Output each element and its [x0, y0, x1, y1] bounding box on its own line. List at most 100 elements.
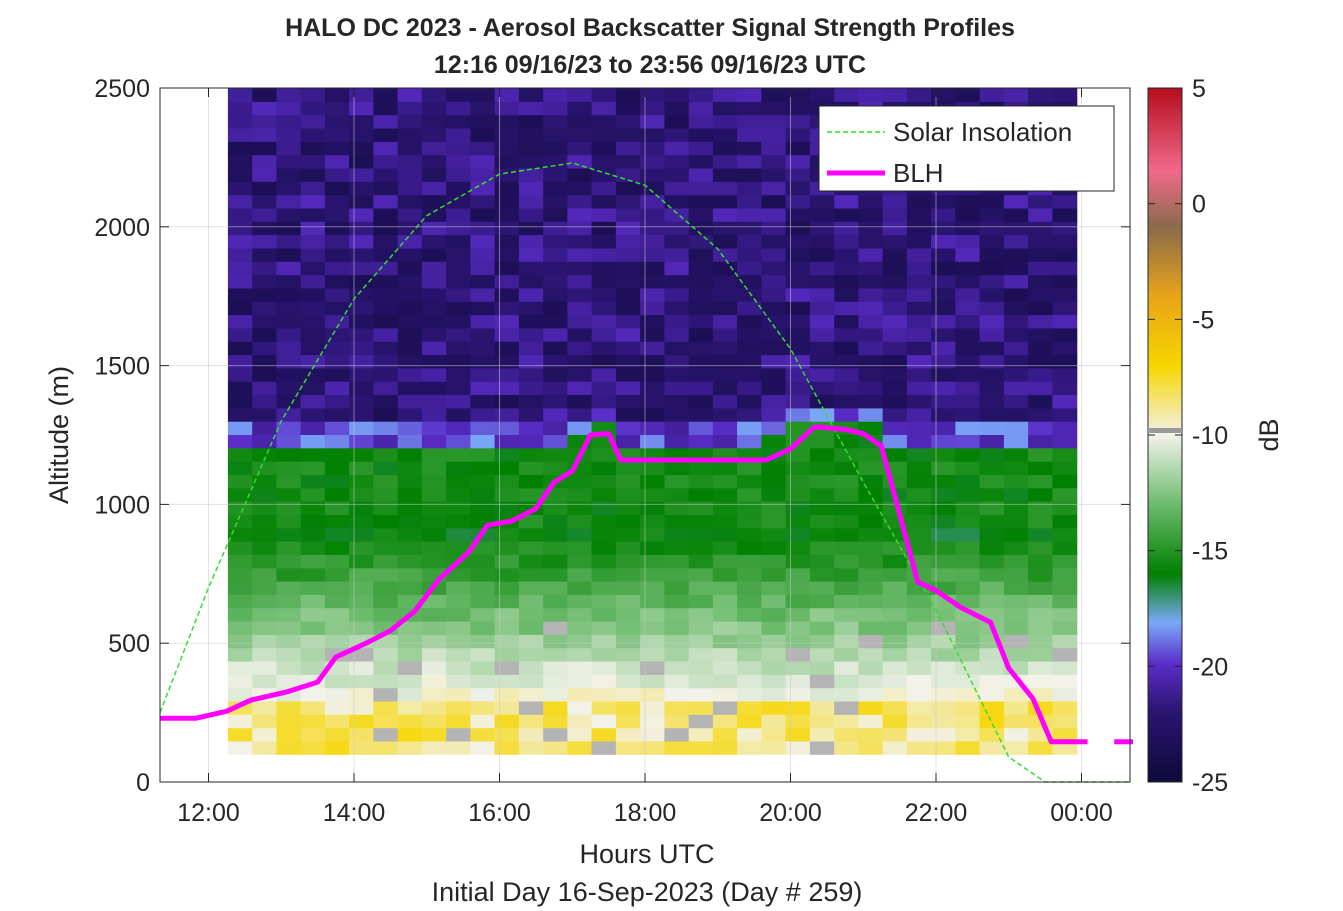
heatmap-cell: [227, 607, 253, 622]
heatmap-cell: [276, 114, 302, 129]
heatmap-cell: [688, 687, 714, 702]
heatmap-cell: [397, 740, 423, 755]
heatmap-cell: [470, 421, 496, 435]
heatmap-cell: [858, 541, 884, 555]
heatmap-cell: [349, 101, 374, 116]
heatmap-cell: [615, 154, 641, 169]
heatmap-cell: [737, 474, 762, 489]
heatmap-cell: [470, 621, 496, 635]
y-tick-label: 2500: [94, 75, 150, 103]
heatmap-cell: [834, 607, 859, 622]
x-tick-label: 18:00: [614, 799, 677, 827]
heatmap-cell: [591, 714, 617, 729]
heatmap-cell: [446, 434, 471, 449]
heatmap-cell: [664, 314, 690, 329]
heatmap-cell: [1052, 487, 1078, 502]
heatmap-cell: [785, 727, 811, 742]
heatmap-cell: [276, 101, 302, 116]
heatmap-cell: [543, 434, 568, 449]
heatmap-cell: [906, 207, 932, 222]
heatmap-cell: [470, 647, 496, 662]
heatmap-cell: [446, 141, 471, 156]
heatmap-cell: [737, 514, 762, 529]
heatmap-cell: [1052, 700, 1078, 715]
heatmap-cell: [252, 514, 277, 529]
heatmap-cell: [300, 607, 326, 622]
heatmap-cell: [446, 407, 471, 422]
heatmap-cell: [494, 114, 520, 129]
heatmap-cell: [664, 621, 690, 635]
heatmap-cell: [591, 621, 617, 635]
heatmap-cell: [1052, 634, 1078, 649]
heatmap-cell: [979, 461, 1005, 475]
heatmap-cell: [421, 661, 447, 675]
heatmap-cell: [252, 740, 277, 755]
colorbar-gray-band: [1148, 428, 1182, 433]
heatmap-cell: [373, 314, 399, 329]
heatmap-cell: [640, 314, 665, 329]
heatmap-cell: [397, 687, 423, 702]
heatmap-cell: [276, 128, 302, 142]
heatmap-cell: [712, 501, 738, 515]
heatmap-cell: [1003, 700, 1029, 715]
heatmap-cell: [518, 634, 544, 649]
heatmap-cell: [834, 727, 859, 742]
heatmap-cell: [664, 594, 690, 609]
heatmap-cell: [688, 327, 714, 342]
heatmap-cell: [858, 394, 884, 409]
heatmap-cell: [591, 501, 617, 515]
heatmap-cell: [324, 327, 350, 342]
heatmap-cell: [712, 101, 738, 116]
heatmap-cell: [397, 661, 423, 675]
heatmap-cell: [518, 714, 544, 729]
heatmap-cell: [955, 714, 981, 729]
heatmap-cell: [737, 674, 762, 689]
heatmap-cell: [446, 181, 471, 196]
heatmap-cell: [931, 700, 956, 715]
heatmap-cell: [979, 541, 1005, 555]
heatmap-cell: [543, 287, 568, 302]
heatmap-cell: [446, 541, 471, 555]
heatmap-cell: [276, 421, 302, 435]
heatmap-cell: [737, 621, 762, 635]
heatmap-cell: [712, 327, 738, 342]
heatmap-cell: [882, 421, 908, 435]
heatmap-cell: [955, 594, 981, 609]
heatmap-cell: [882, 647, 908, 662]
heatmap-cell: [955, 407, 981, 422]
heatmap-cell: [421, 447, 447, 462]
heatmap-cell: [276, 367, 302, 382]
colorbar-tick-label: -25: [1192, 769, 1228, 797]
heatmap-cell: [1003, 727, 1029, 742]
heatmap-cell: [397, 167, 423, 182]
heatmap-cell: [640, 221, 665, 236]
heatmap-cell: [494, 341, 520, 356]
heatmap-cell: [737, 487, 762, 502]
heatmap-cell: [664, 674, 690, 689]
heatmap-cell: [421, 647, 447, 662]
heatmap-cell: [591, 314, 617, 329]
heatmap-cell: [252, 407, 277, 422]
heatmap-cell: [712, 461, 738, 475]
heatmap-cell: [858, 461, 884, 475]
heatmap-cell: [906, 247, 932, 262]
heatmap-cell: [276, 407, 302, 422]
heatmap-cell: [882, 314, 908, 329]
series-layer: [159, 162, 1133, 783]
heatmap-cell: [979, 714, 1005, 729]
heatmap-cell: [446, 354, 471, 369]
heatmap-cell: [518, 128, 544, 142]
heatmap-cell: [858, 341, 884, 356]
heatmap-cell: [446, 461, 471, 475]
heatmap-cell: [591, 354, 617, 369]
heatmap-cell: [543, 247, 568, 262]
heatmap-cell: [300, 634, 326, 649]
colorbar-tick-label: 5: [1192, 75, 1206, 103]
heatmap-cell: [712, 647, 738, 662]
heatmap-cell: [615, 407, 641, 422]
heatmap-cell: [470, 474, 496, 489]
heatmap-cell: [785, 128, 811, 142]
heatmap-cell: [276, 287, 302, 302]
heatmap-cell: [373, 554, 399, 569]
heatmap-cell: [737, 341, 762, 356]
